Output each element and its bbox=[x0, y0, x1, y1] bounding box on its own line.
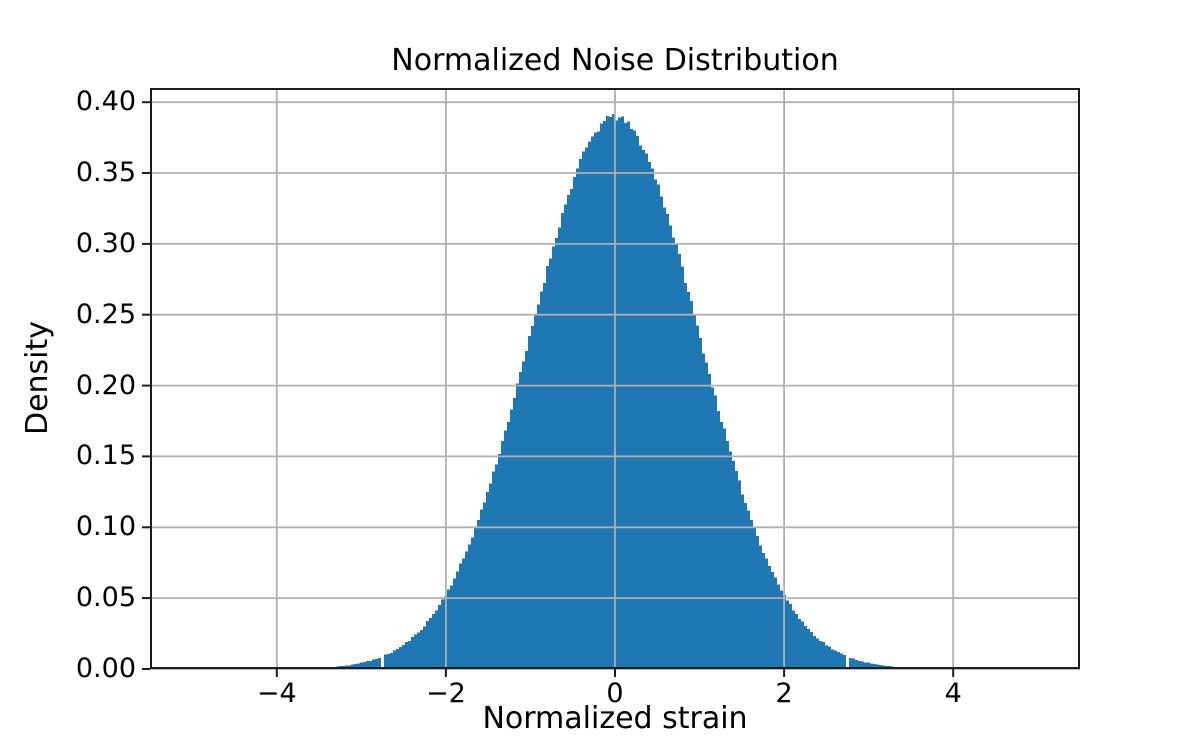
y-tick-label: 0.15 bbox=[75, 440, 136, 472]
histogram-bars bbox=[290, 114, 943, 670]
y-tick-label: 0.00 bbox=[75, 653, 136, 684]
y-tick-label: 0.20 bbox=[75, 369, 136, 401]
y-tick-label: 0.40 bbox=[75, 86, 136, 118]
y-tick-label: 0.30 bbox=[75, 227, 136, 259]
chart-title: Normalized Noise Distribution bbox=[391, 43, 839, 78]
axis-ticks bbox=[142, 101, 955, 677]
x-axis-label: Normalized strain bbox=[482, 701, 748, 736]
x-tick-label: −2 bbox=[426, 678, 466, 709]
y-tick-label: 0.10 bbox=[75, 511, 136, 543]
x-tick-label: 2 bbox=[775, 678, 793, 709]
x-tick-label: −4 bbox=[256, 678, 297, 709]
plot-border bbox=[150, 88, 1080, 669]
y-tick-label: 0.35 bbox=[75, 157, 136, 189]
histogram-chart bbox=[142, 88, 1080, 677]
plot-area bbox=[142, 88, 1080, 677]
x-tick-label: 4 bbox=[944, 678, 962, 709]
y-tick-label: 0.25 bbox=[75, 298, 136, 330]
gridlines bbox=[150, 88, 1080, 670]
x-tick-label: 0 bbox=[606, 678, 624, 709]
y-tick-label: 0.05 bbox=[75, 582, 136, 614]
